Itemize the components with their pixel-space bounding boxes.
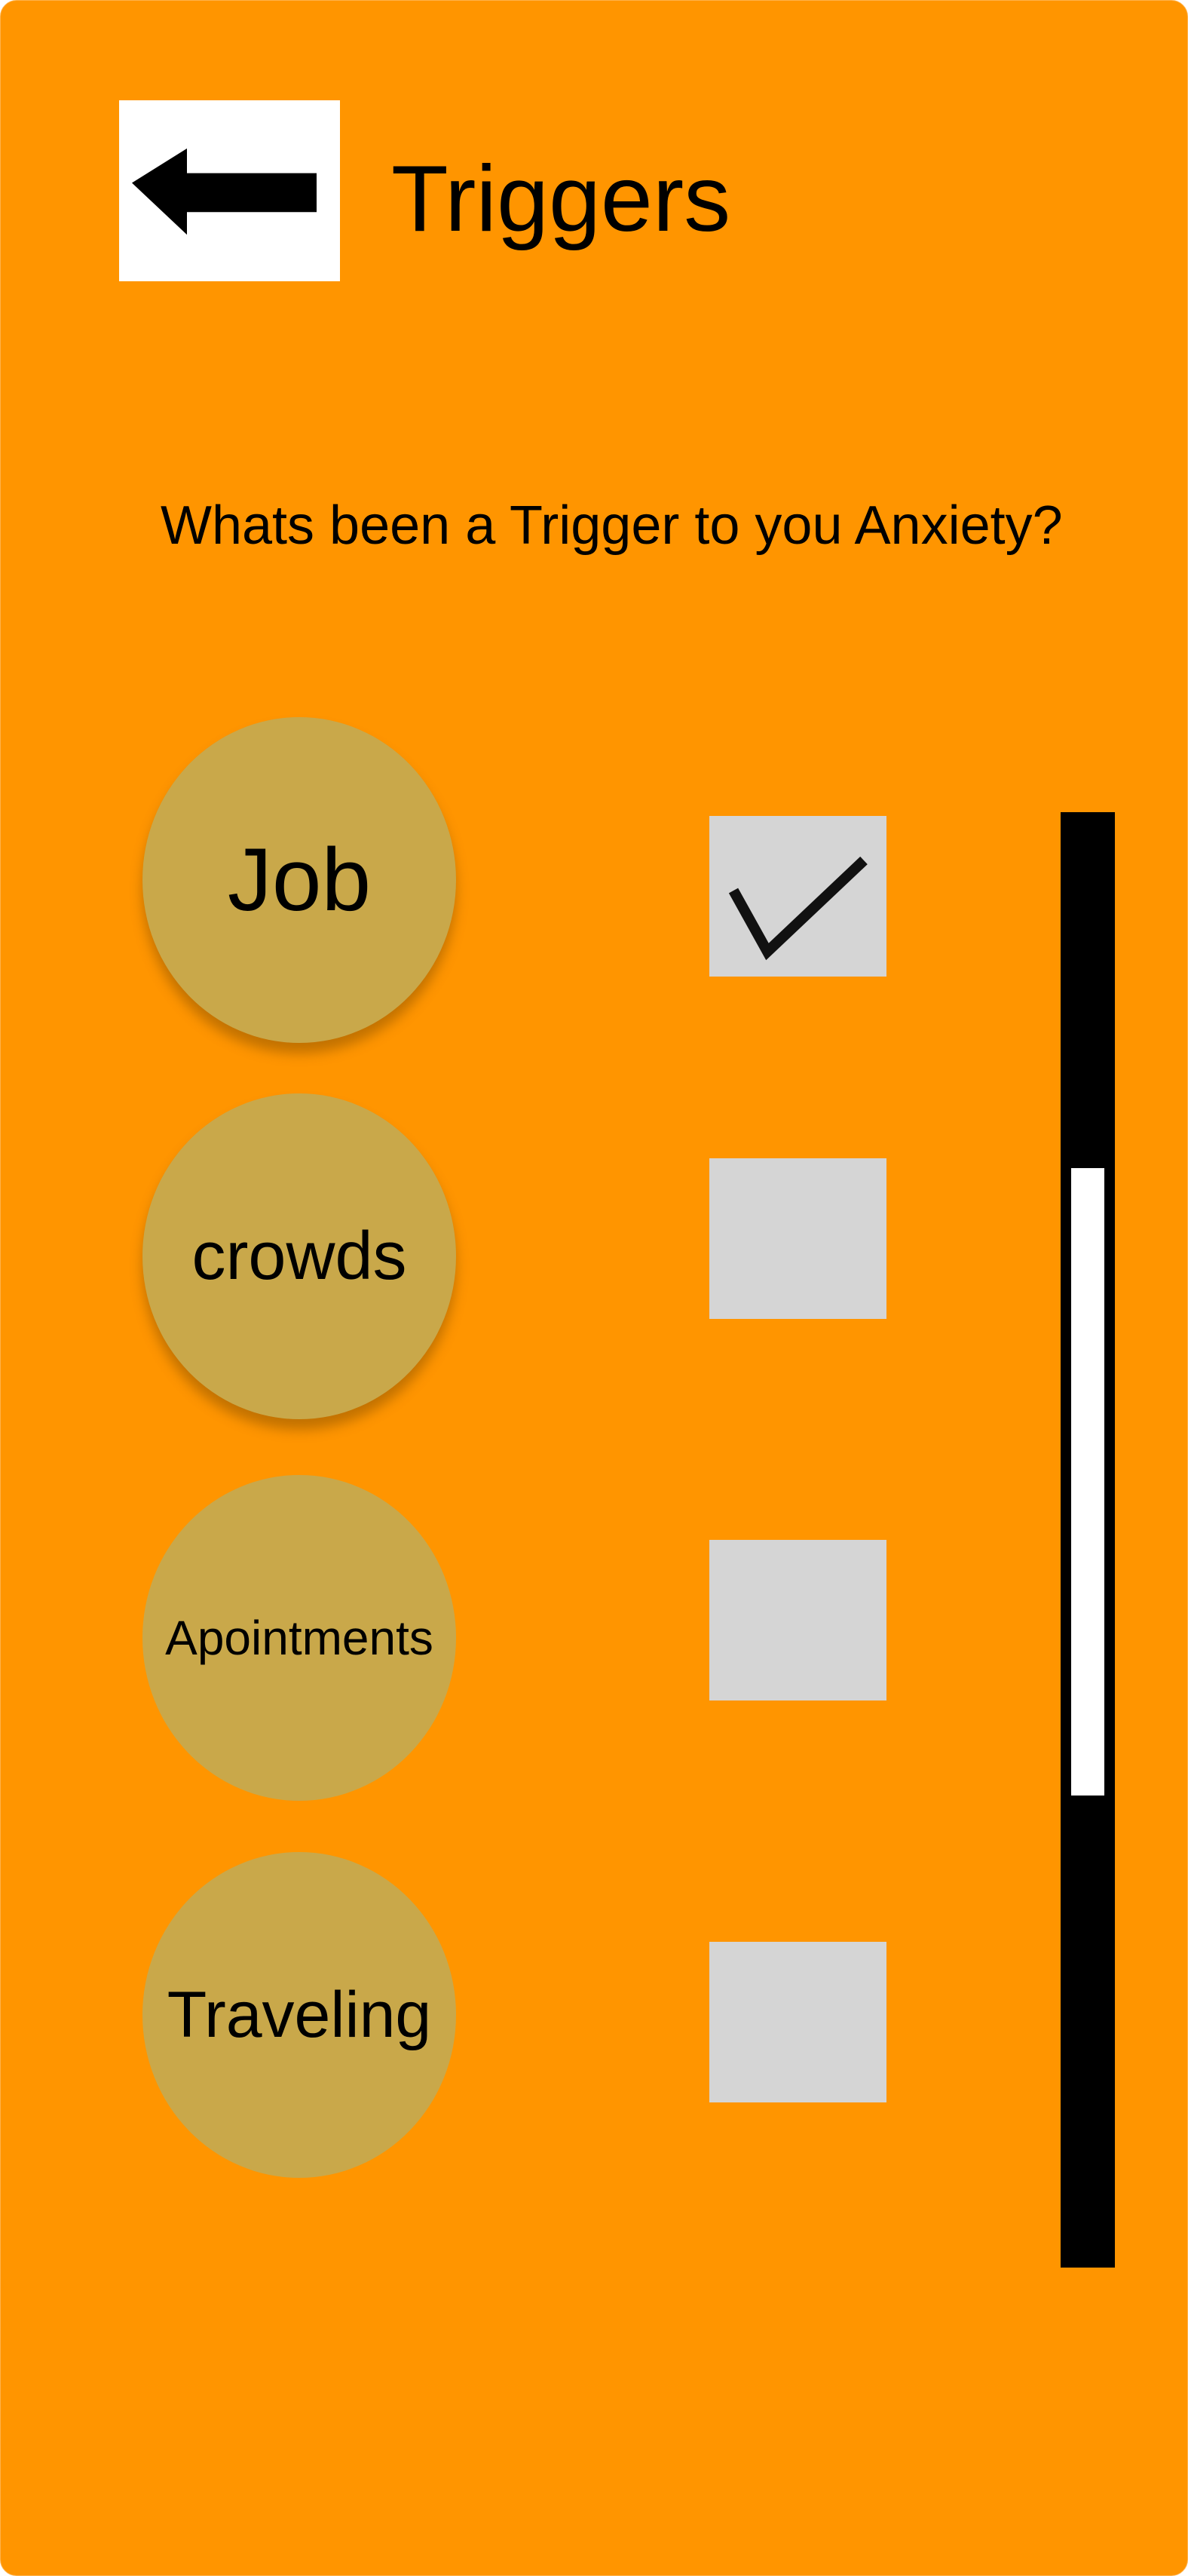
trigger-job-label: Job [227,830,372,930]
page-title: Triggers [391,147,731,251]
trigger-crowds-label: crowds [191,1218,407,1294]
scrollbar-track[interactable] [1061,812,1115,2268]
trigger-apointments-button[interactable]: Apointments [142,1475,456,1801]
trigger-job-button[interactable]: Job [142,717,456,1043]
trigger-job-checkbox[interactable] [709,816,886,977]
scrollbar-thumb[interactable] [1071,1168,1104,1796]
checkmark-icon [728,856,868,961]
trigger-apointments-checkbox[interactable] [709,1540,886,1700]
trigger-traveling-button[interactable]: Traveling [142,1852,456,2178]
arrow-left-icon [132,148,317,235]
trigger-traveling-label: Traveling [167,1978,432,2051]
trigger-apointments-label: Apointments [165,1611,433,1665]
question-text: Whats been a Trigger to you Anxiety? [161,495,1063,556]
trigger-traveling-checkbox[interactable] [709,1942,886,2102]
back-button[interactable] [119,100,340,281]
trigger-crowds-checkbox[interactable] [709,1158,886,1319]
trigger-crowds-button[interactable]: crowds [142,1093,456,1419]
